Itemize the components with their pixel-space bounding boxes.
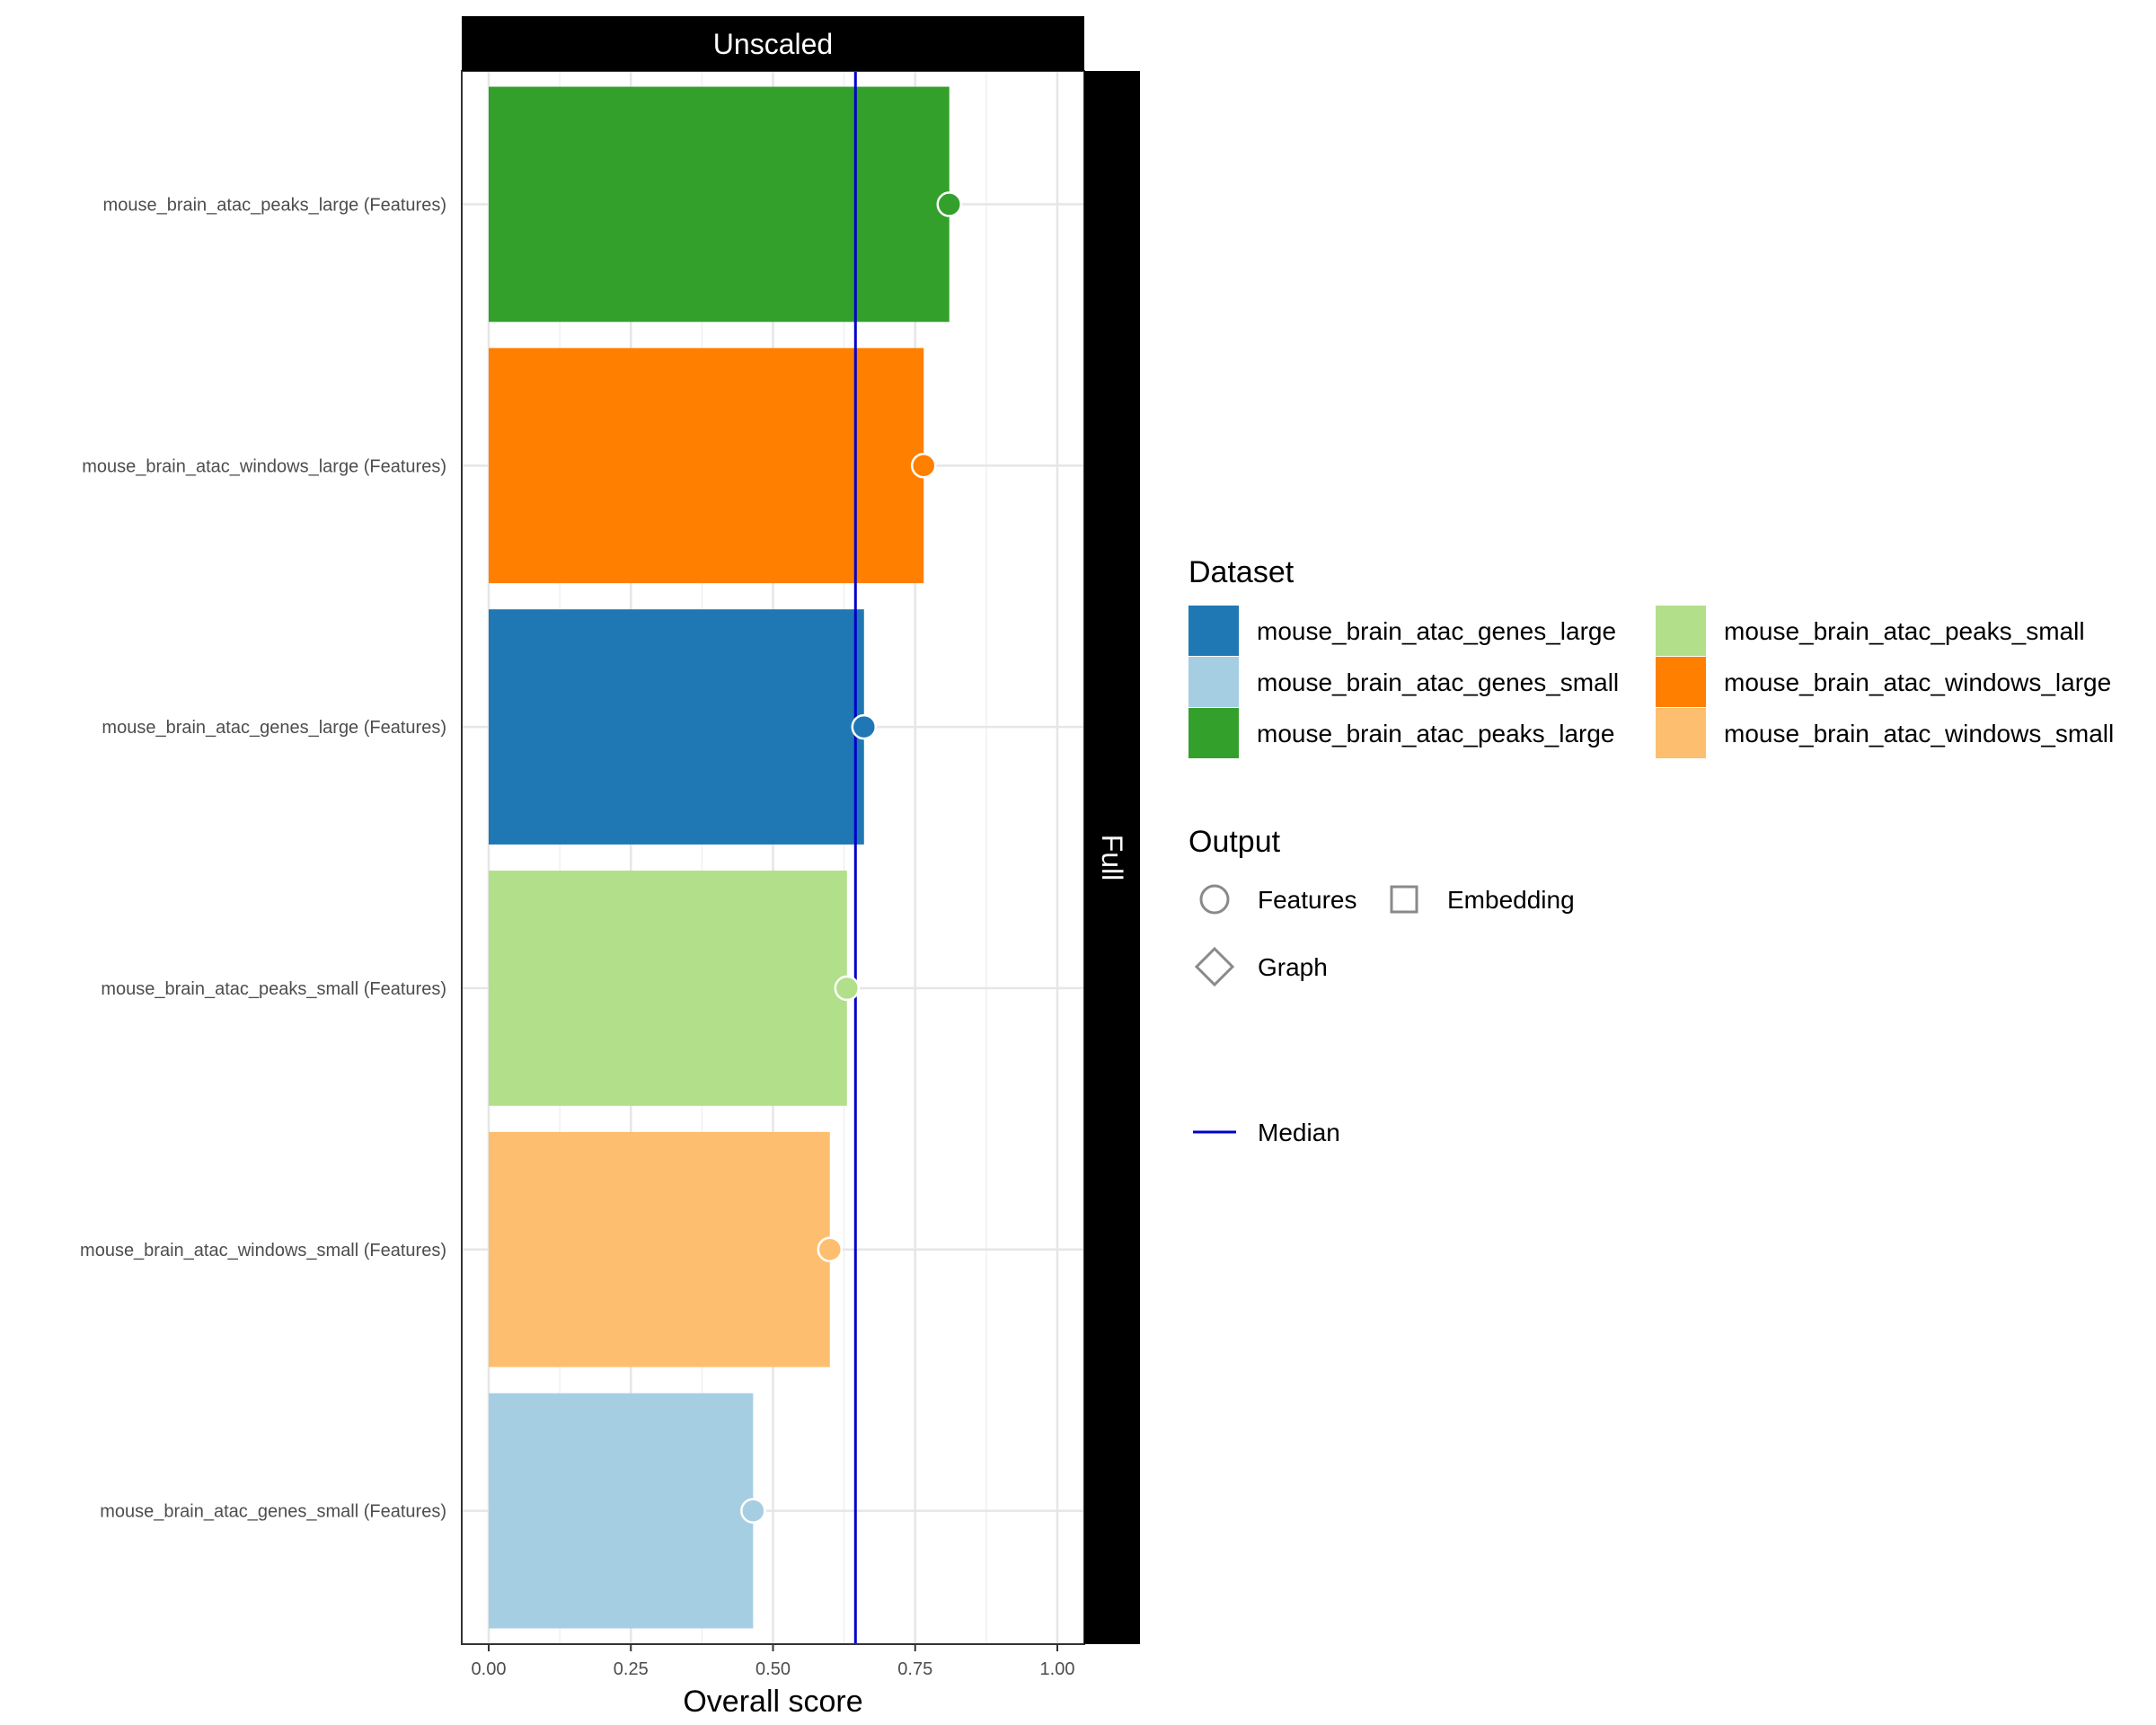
y-label-2: mouse_brain_atac_genes_large (Features) xyxy=(102,718,446,738)
legend-square-icon xyxy=(1390,885,1418,914)
x-tick-label-1: 0.25 xyxy=(614,1659,649,1679)
facet-strip-right-label: Full xyxy=(1096,835,1128,881)
y-label-3: mouse_brain_atac_peaks_small (Features) xyxy=(101,979,446,999)
legend-output-label-1: Embedding xyxy=(1447,886,1575,914)
point-4 xyxy=(817,1236,844,1262)
facet-strip-top xyxy=(462,16,1084,71)
legend-swatch-3 xyxy=(1656,606,1706,656)
y-axis-labels: mouse_brain_atac_peaks_large (Features) m… xyxy=(80,195,446,1521)
legend-output-items: Features Embedding Graph xyxy=(1194,884,1575,987)
x-tick-label-3: 0.75 xyxy=(897,1659,932,1679)
y-label-0: mouse_brain_atac_peaks_large (Features) xyxy=(103,195,446,215)
x-tick-label-0: 0.00 xyxy=(472,1659,507,1679)
legend-swatch-5 xyxy=(1656,708,1706,758)
bar-0 xyxy=(489,86,950,323)
bar-4 xyxy=(489,1131,830,1367)
legend-dataset-label-0: mouse_brain_atac_genes_large xyxy=(1257,617,1616,645)
bar-5 xyxy=(489,1393,754,1629)
facet-strip-top-label: Unscaled xyxy=(713,28,833,60)
y-label-4: mouse_brain_atac_windows_small (Features… xyxy=(80,1241,446,1261)
bar-3 xyxy=(489,871,847,1106)
legend-median-label: Median xyxy=(1258,1119,1340,1146)
bars xyxy=(489,86,950,1629)
legend-dataset-label-5: mouse_brain_atac_windows_small xyxy=(1724,720,2114,748)
legend-diamond-icon xyxy=(1194,946,1235,987)
legend-swatch-1 xyxy=(1188,657,1239,707)
point-1 xyxy=(910,453,937,479)
legend-output-label-2: Graph xyxy=(1258,953,1328,981)
legend-dataset-label-4: mouse_brain_atac_windows_large xyxy=(1724,668,2111,696)
y-label-1: mouse_brain_atac_windows_large (Features… xyxy=(82,456,446,476)
legend-output-title: Output xyxy=(1188,825,1281,859)
x-tick-label-4: 1.00 xyxy=(1040,1659,1075,1679)
legend-swatch-4 xyxy=(1656,657,1706,707)
legend-dataset-label-3: mouse_brain_atac_peaks_small xyxy=(1724,617,2085,645)
x-axis-title: Overall score xyxy=(683,1685,862,1719)
points xyxy=(740,191,962,1524)
point-2 xyxy=(851,713,878,740)
legend-swatch-0 xyxy=(1188,606,1239,656)
legend-dataset-title: Dataset xyxy=(1188,555,1294,589)
point-3 xyxy=(834,975,861,1002)
point-5 xyxy=(740,1498,766,1524)
legend-circle-icon xyxy=(1199,884,1230,915)
facet-strip-right xyxy=(1084,71,1140,1644)
point-0 xyxy=(936,191,962,217)
legend-dataset-label-1: mouse_brain_atac_genes_small xyxy=(1257,668,1619,696)
legend: Dataset mouse_brain_atac_genes_largemous… xyxy=(1188,555,2114,1146)
legend-dataset-items: mouse_brain_atac_genes_large mouse_brain_… xyxy=(1188,606,2114,758)
legend-dataset-label-2: mouse_brain_atac_peaks_large xyxy=(1257,720,1615,748)
legend-swatch-2 xyxy=(1188,708,1239,758)
legend-output-label-0: Features xyxy=(1258,886,1357,914)
y-label-5: mouse_brain_atac_genes_small (Features) xyxy=(100,1502,446,1522)
bar-2 xyxy=(489,609,864,845)
bar-1 xyxy=(489,348,924,584)
x-tick-label-2: 0.50 xyxy=(755,1659,791,1679)
x-axis-ticks: 0.00 0.25 0.50 0.75 1.00 xyxy=(472,1644,1075,1679)
